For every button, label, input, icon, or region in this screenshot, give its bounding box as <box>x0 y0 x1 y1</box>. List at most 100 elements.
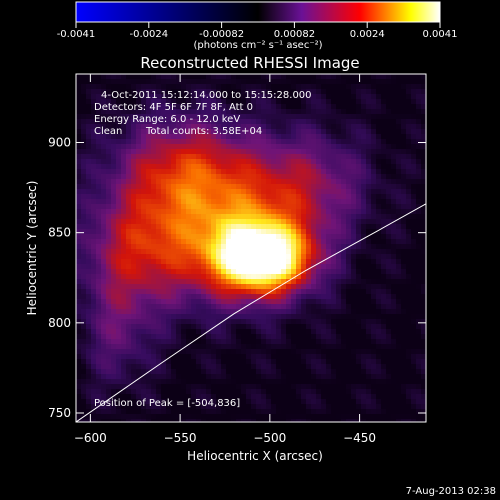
heatmap-cell <box>401 369 406 374</box>
heatmap-cell <box>121 94 126 99</box>
heatmap-cell <box>351 209 356 214</box>
heatmap-cell <box>336 169 341 174</box>
heatmap-cell <box>166 89 171 94</box>
heatmap-cell <box>396 144 401 149</box>
heatmap-cell <box>86 124 91 129</box>
heatmap-cell <box>411 179 416 184</box>
heatmap-cell <box>231 249 236 254</box>
heatmap-cell <box>351 349 356 354</box>
heatmap-cell <box>411 194 416 199</box>
heatmap-cell <box>146 324 151 329</box>
heatmap-cell <box>211 94 216 99</box>
heatmap-cell <box>361 179 366 184</box>
heatmap-cell <box>131 319 136 324</box>
heatmap-cell <box>76 104 81 109</box>
heatmap-cell <box>321 74 326 79</box>
heatmap-cell <box>371 409 376 414</box>
heatmap-cell <box>151 114 156 119</box>
heatmap-cell <box>241 144 246 149</box>
heatmap-cell <box>196 269 201 274</box>
heatmap-cell <box>201 279 206 284</box>
heatmap-cell <box>146 364 151 369</box>
heatmap-cell <box>101 334 106 339</box>
heatmap-cell <box>231 169 236 174</box>
heatmap-cell <box>106 119 111 124</box>
heatmap-cell <box>186 119 191 124</box>
heatmap-cell <box>366 264 371 269</box>
heatmap-cell <box>236 259 241 264</box>
heatmap-cell <box>291 164 296 169</box>
peak-position-text: Position of Peak = [-504,836] <box>94 398 240 409</box>
heatmap-cell <box>356 319 361 324</box>
heatmap-cell <box>331 409 336 414</box>
heatmap-cell <box>346 259 351 264</box>
heatmap-cell <box>226 404 231 409</box>
heatmap-cell <box>271 179 276 184</box>
heatmap-cell <box>156 139 161 144</box>
heatmap-cell <box>91 74 96 79</box>
heatmap-cell <box>76 414 81 419</box>
heatmap-cell <box>406 374 411 379</box>
heatmap-cell <box>146 104 151 109</box>
heatmap-cell <box>76 379 81 384</box>
heatmap-cell <box>191 134 196 139</box>
heatmap-cell <box>86 139 91 144</box>
heatmap-cell <box>161 74 166 79</box>
heatmap-cell <box>351 254 356 259</box>
heatmap-cell <box>81 314 86 319</box>
heatmap-cell <box>176 379 181 384</box>
heatmap-cell <box>76 249 81 254</box>
heatmap-cell <box>191 279 196 284</box>
heatmap-cell <box>216 414 221 419</box>
heatmap-cell <box>151 244 156 249</box>
heatmap-cell <box>156 374 161 379</box>
heatmap-cell <box>116 319 121 324</box>
heatmap-cell <box>171 119 176 124</box>
heatmap-cell <box>111 374 116 379</box>
heatmap-cell <box>326 199 331 204</box>
heatmap-cell <box>331 294 336 299</box>
heatmap-cell <box>406 114 411 119</box>
heatmap-cell <box>381 369 386 374</box>
heatmap-cell <box>346 229 351 234</box>
heatmap-cell <box>401 94 406 99</box>
heatmap-cell <box>186 194 191 199</box>
heatmap-cell <box>286 129 291 134</box>
heatmap-cell <box>416 259 421 264</box>
heatmap-cell <box>266 104 271 109</box>
heatmap-cell <box>106 169 111 174</box>
heatmap-cell <box>281 139 286 144</box>
heatmap-cell <box>261 109 266 114</box>
heatmap-cell <box>166 74 171 79</box>
heatmap-cell <box>316 194 321 199</box>
heatmap-cell <box>206 394 211 399</box>
heatmap-cell <box>231 244 236 249</box>
heatmap-cell <box>331 419 336 422</box>
heatmap-cell <box>366 354 371 359</box>
heatmap-cell <box>236 234 241 239</box>
heatmap-cell <box>111 219 116 224</box>
heatmap-cell <box>376 229 381 234</box>
heatmap-cell <box>276 94 281 99</box>
heatmap-cell <box>101 389 106 394</box>
heatmap-cell <box>401 119 406 124</box>
heatmap-cell <box>221 259 226 264</box>
heatmap-cell <box>346 89 351 94</box>
heatmap-cell <box>91 124 96 129</box>
heatmap-cell <box>286 264 291 269</box>
heatmap-cell <box>281 149 286 154</box>
heatmap-cell <box>251 129 256 134</box>
heatmap-cell <box>366 199 371 204</box>
heatmap-cell <box>241 359 246 364</box>
heatmap-cell <box>311 184 316 189</box>
heatmap-cell <box>381 154 386 159</box>
heatmap-cell <box>111 319 116 324</box>
heatmap-cell <box>396 139 401 144</box>
heatmap-cell <box>406 344 411 349</box>
heatmap-cell <box>281 329 286 334</box>
heatmap-cell <box>411 129 416 134</box>
heatmap-cell <box>371 199 376 204</box>
heatmap-cell <box>381 414 386 419</box>
heatmap-cell <box>206 94 211 99</box>
heatmap-cell <box>266 89 271 94</box>
